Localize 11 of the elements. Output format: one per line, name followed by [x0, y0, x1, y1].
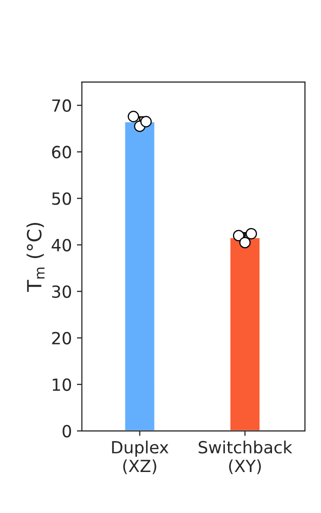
x-tick-label: Duplex (XZ): [112, 440, 168, 474]
y-tick-label: 10: [52, 378, 72, 391]
y-tick-label: 70: [52, 99, 72, 112]
y-tick-label: 40: [52, 238, 72, 252]
x-tick-label: Switchback (XY): [198, 440, 292, 474]
y-tick-label: 20: [52, 332, 72, 344]
y-tick-label: 50: [52, 192, 72, 205]
y-tick-label: 30: [52, 285, 72, 298]
y-axis-title: T$_{m}$ (°C): [26, 222, 44, 292]
y-tick-label: 0: [62, 424, 72, 438]
y-tick-label: 60: [52, 146, 72, 158]
